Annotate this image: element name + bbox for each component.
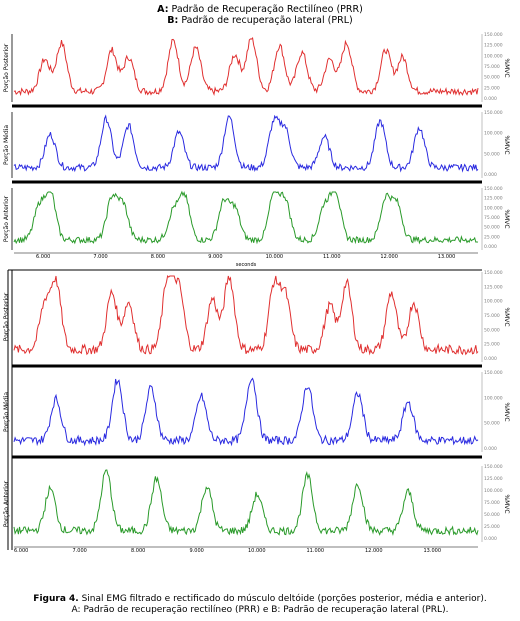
y-tick-label: 0.000 <box>484 96 497 102</box>
x-tick-label: 8.000 <box>151 254 165 260</box>
figure-caption-line2: A: Padrão de recuperação rectilíneo (PRR… <box>71 605 449 615</box>
x-tick-label: 10.000 <box>266 254 284 260</box>
x-tick-label: 13.000 <box>438 254 456 260</box>
header-line-a-prefix: A: <box>157 4 169 15</box>
header-line-b-prefix: B: <box>167 15 179 26</box>
header-line-b: B: Padrão de recuperação lateral (PRL) <box>0 15 520 26</box>
y-tick-label: 100.000 <box>484 53 503 59</box>
y-tick-label: 100.000 <box>484 299 503 305</box>
y-tick-label: 125.000 <box>484 476 503 482</box>
y-tick-label: 125.000 <box>484 196 503 202</box>
x-tick-label: 11.000 <box>307 548 325 554</box>
y-tick-label: 150.000 <box>484 186 503 192</box>
y-tick-label: 0.000 <box>484 536 497 542</box>
x-axis-label: seconds <box>236 262 257 268</box>
unit-label: %MVC <box>503 58 510 77</box>
emg-trace <box>13 274 479 356</box>
y-tick-label: 25.000 <box>484 85 500 91</box>
y-tick-label: 100.000 <box>484 395 503 401</box>
y-tick-label: 50.000 <box>484 327 500 333</box>
series-label: Porção Posterior <box>3 43 10 92</box>
unit-label: %MVC <box>503 209 510 228</box>
emg-trace <box>13 36 479 97</box>
x-tick-label: 12.000 <box>365 548 383 554</box>
y-tick-label: 25.000 <box>484 524 500 530</box>
x-tick-label: 11.000 <box>323 254 341 260</box>
panel-separator <box>12 104 482 108</box>
figure-caption: Figura 4. Sinal EMG filtrado e rectifica… <box>0 594 520 616</box>
y-tick-label: 150.000 <box>484 110 503 116</box>
y-tick-label: 50.000 <box>484 421 500 427</box>
emg-trace <box>13 377 479 447</box>
emg-trace <box>13 190 479 245</box>
unit-label: %MVC <box>503 402 510 421</box>
unit-label: %MVC <box>503 135 510 154</box>
series-label: Porção Média <box>3 392 10 432</box>
y-tick-label: 150.000 <box>484 32 503 38</box>
header-line-a: A: Padrão de Recuperação Rectilíneo (PRR… <box>0 4 520 15</box>
header-line-b-text: Padrão de recuperação lateral (PRL) <box>181 15 353 26</box>
y-tick-label: 150.000 <box>484 370 503 376</box>
panel-separator <box>12 180 482 184</box>
y-tick-label: 0.000 <box>484 356 497 362</box>
y-tick-label: 75.000 <box>484 500 500 506</box>
y-tick-label: 50.000 <box>484 225 500 231</box>
emg-trace <box>13 469 479 537</box>
series-label: Porção Anterior <box>3 195 10 242</box>
x-tick-label: 6.000 <box>36 254 50 260</box>
y-tick-label: 25.000 <box>484 234 500 240</box>
series-label: Porção Posterior <box>3 292 10 341</box>
x-tick-label: 12.000 <box>380 254 398 260</box>
x-tick-label: 6.000 <box>14 548 28 554</box>
y-tick-label: 50.000 <box>484 512 500 518</box>
header-line-a-text: Padrão de Recuperação Rectilíneo (PRR) <box>171 4 363 15</box>
unit-label: %MVC <box>503 494 510 513</box>
unit-label: %MVC <box>503 307 510 326</box>
y-tick-label: 50.000 <box>484 151 500 157</box>
y-tick-label: 50.000 <box>484 75 500 81</box>
y-tick-label: 0.000 <box>484 172 497 178</box>
x-tick-label: 13.000 <box>424 548 442 554</box>
figure-caption-label: Figura 4. <box>33 594 79 604</box>
x-tick-label: 7.000 <box>73 548 87 554</box>
y-tick-label: 0.000 <box>484 446 497 452</box>
y-tick-label: 150.000 <box>484 270 503 276</box>
y-tick-label: 75.000 <box>484 215 500 221</box>
figure-caption-line1: Figura 4. Sinal EMG filtrado e rectifica… <box>0 594 520 605</box>
y-tick-label: 150.000 <box>484 464 503 470</box>
y-tick-label: 100.000 <box>484 205 503 211</box>
y-tick-label: 100.000 <box>484 488 503 494</box>
y-tick-label: 125.000 <box>484 284 503 290</box>
figure-header: A: Padrão de Recuperação Rectilíneo (PRR… <box>0 4 520 26</box>
emg-trace <box>13 114 479 173</box>
x-tick-label: 9.000 <box>190 548 204 554</box>
x-tick-label: 7.000 <box>93 254 107 260</box>
figure-caption-text1: Sinal EMG filtrado e rectificado do músc… <box>81 594 487 604</box>
y-tick-label: 125.000 <box>484 43 503 49</box>
y-tick-label: 75.000 <box>484 64 500 70</box>
panel-separator <box>12 364 482 368</box>
x-tick-label: 10.000 <box>248 548 266 554</box>
y-tick-label: 0.000 <box>484 244 497 250</box>
x-tick-label: 9.000 <box>208 254 222 260</box>
y-tick-label: 100.000 <box>484 131 503 137</box>
panel-separator <box>12 455 482 459</box>
series-label: Porção Média <box>3 125 10 165</box>
x-tick-label: 8.000 <box>131 548 145 554</box>
y-tick-label: 25.000 <box>484 342 500 348</box>
y-tick-label: 75.000 <box>484 313 500 319</box>
series-label: Porção Anterior <box>3 480 10 527</box>
